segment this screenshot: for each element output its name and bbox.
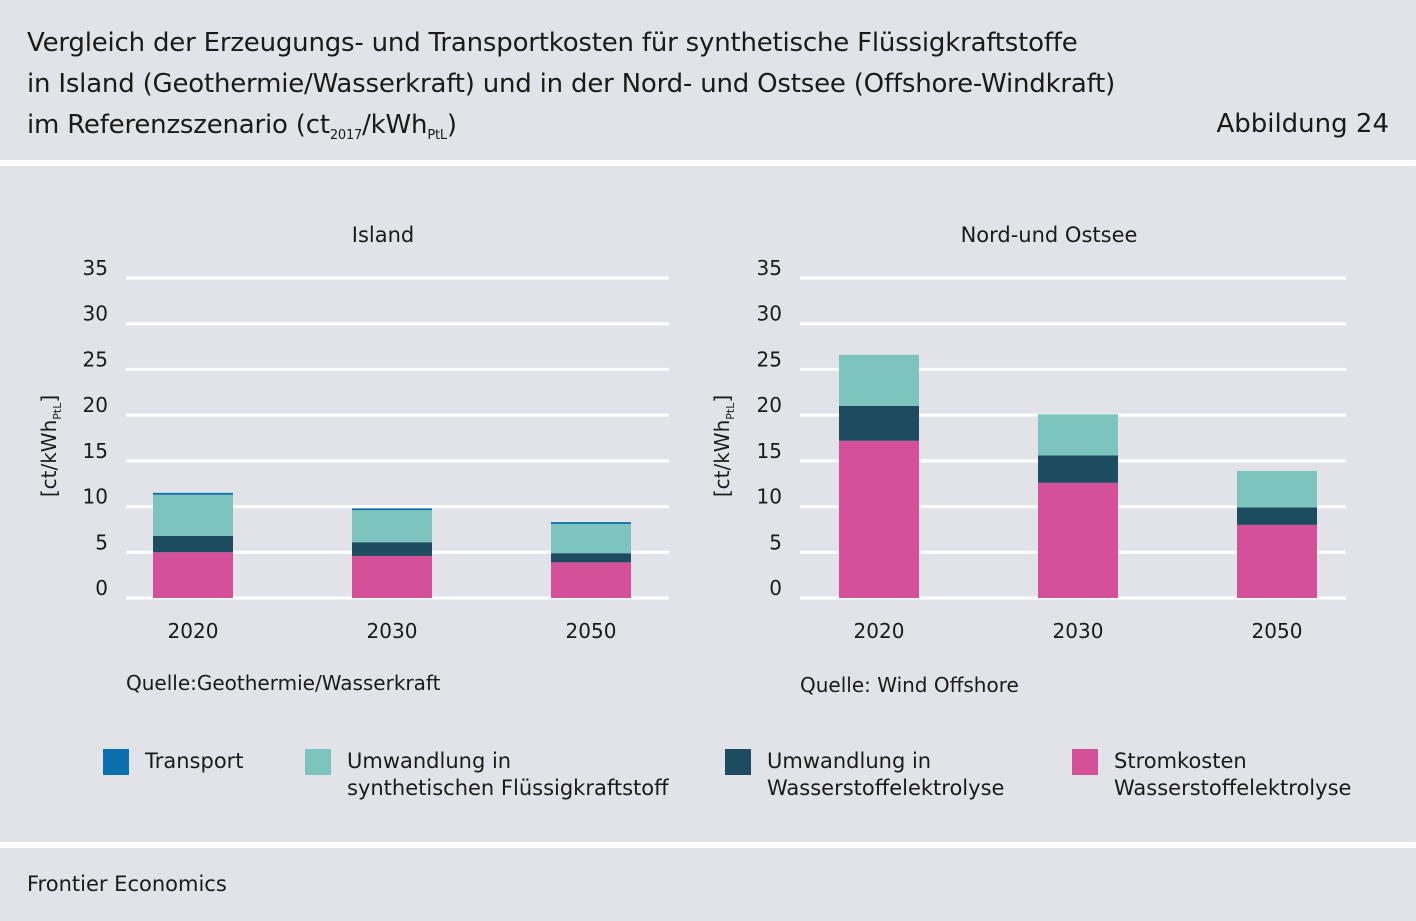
y-tick-label-island: 0	[95, 576, 108, 600]
bar-segment-nordsee-2030	[1038, 414, 1118, 456]
y-tick-label-nordsee: 20	[757, 393, 782, 417]
y-tick-label-nordsee: 5	[769, 530, 782, 554]
legend-swatch-electricity-cost	[1072, 749, 1098, 775]
legend-label-fuel-conversion-1: Umwandlung in	[347, 749, 512, 773]
x-tick-label-nordsee: 2030	[1053, 619, 1104, 643]
title-line-3-end: )	[446, 110, 457, 140]
y-axis-label-subscript: PtL	[51, 402, 64, 420]
y-axis-label-main: [ct/kWh	[37, 420, 61, 497]
figure-label: Abbildung 24	[1216, 109, 1389, 139]
legend-item-fuel-conversion: Umwandlung in synthetischen Flüssigkrafts…	[305, 748, 669, 802]
bar-segment-island-2050	[551, 523, 631, 554]
x-tick-label-island: 2030	[367, 619, 418, 643]
legend-label-transport: Transport	[145, 749, 244, 773]
x-tick-label-island: 2050	[566, 619, 617, 643]
legend-item-transport: Transport	[103, 748, 244, 775]
y-tick-label-island: 5	[95, 530, 108, 554]
y-tick-label-island: 35	[83, 256, 108, 280]
bar-segment-nordsee-2050	[1237, 524, 1317, 598]
title-line-2: in Island (Geothermie/Wasserkraft) und i…	[27, 69, 1116, 99]
footer-panel: Frontier Economics	[0, 848, 1416, 921]
x-tick-label-nordsee: 2020	[854, 619, 905, 643]
chart-panel: Island 0 5 10 15 20 25 30 35 [ct/kWhPtL] 2020 2030 2…	[0, 166, 1416, 842]
header-panel: Vergleich der Erzeugungs- und Transportk…	[0, 0, 1416, 160]
bar-segment-island-2050	[551, 522, 631, 524]
bar-segment-nordsee-2020	[839, 354, 919, 406]
bar-segment-island-2030	[352, 555, 432, 598]
legend-label-electrolysis-conversion-2: Wasserstoffelektrolyse	[767, 776, 1005, 800]
bar-segment-nordsee-2050	[1237, 470, 1317, 508]
bar-segment-island-2020	[153, 494, 233, 536]
legend-label-electricity-cost-1: Stromkosten	[1114, 749, 1247, 773]
y-tick-label-nordsee: 30	[757, 302, 782, 326]
y-axis-label-end: ]	[710, 395, 734, 403]
legend-label-fuel-conversion-2: synthetischen Flüssigkraftstoff	[347, 776, 669, 800]
y-axis-label-island: [ct/kWhPtL]	[37, 395, 64, 497]
title-line-3: im Referenzszenario (ct2017/kWhPtL)	[27, 110, 457, 143]
title-line-1: Vergleich der Erzeugungs- und Transportk…	[27, 28, 1078, 58]
bar-segment-nordsee-2020	[839, 440, 919, 598]
y-tick-label-island: 25	[83, 347, 108, 371]
x-tick-label-island: 2020	[168, 619, 219, 643]
chart-title-island: Island	[352, 223, 414, 247]
y-axis-label-end: ]	[37, 395, 61, 403]
legend-swatch-transport	[103, 749, 129, 775]
source-note-nordsee: Quelle: Wind Offshore	[800, 673, 1019, 697]
legend-label-electrolysis-conversion-1: Umwandlung in	[767, 749, 932, 773]
bar-segment-island-2020	[153, 492, 233, 495]
y-axis-label-subscript: PtL	[724, 402, 737, 420]
y-tick-label-nordsee: 10	[757, 485, 782, 509]
y-tick-label-island: 30	[83, 302, 108, 326]
y-tick-label-nordsee: 15	[757, 439, 782, 463]
title-ptl-subscript: PtL	[427, 128, 447, 143]
chart-title-nordsee: Nord-und Ostsee	[961, 223, 1138, 247]
y-tick-label-nordsee: 35	[757, 256, 782, 280]
title-line-3-main: im Referenzszenario (ct	[27, 110, 330, 140]
bar-segment-island-2030	[352, 542, 432, 556]
bar-segment-island-2050	[551, 553, 631, 563]
x-tick-label-nordsee: 2050	[1252, 619, 1303, 643]
bar-segment-nordsee-2050	[1237, 507, 1317, 525]
y-tick-label-island: 20	[83, 393, 108, 417]
bar-segment-island-2030	[352, 508, 432, 511]
y-tick-label-island: 10	[83, 485, 108, 509]
y-tick-label-island: 15	[83, 439, 108, 463]
title-line-3-unit: /kWh	[362, 110, 428, 140]
bar-segment-nordsee-2030	[1038, 482, 1118, 598]
legend-item-electrolysis-conversion: Umwandlung in Wasserstoffelektrolyse	[725, 748, 1004, 802]
bar-segment-island-2020	[153, 552, 233, 598]
source-note-island: Quelle:Geothermie/Wasserkraft	[126, 671, 441, 695]
legend-swatch-fuel-conversion	[305, 749, 331, 775]
bar-segment-nordsee-2020	[839, 406, 919, 441]
y-tick-label-nordsee: 25	[757, 347, 782, 371]
bar-segment-island-2050	[551, 562, 631, 598]
y-axis-label-nordsee: [ct/kWhPtL]	[710, 395, 737, 497]
title-year-subscript: 2017	[329, 128, 363, 143]
legend-item-electricity-cost: Stromkosten Wasserstoffelektrolyse	[1072, 748, 1351, 802]
legend-label-electricity-cost-2: Wasserstoffelektrolyse	[1114, 776, 1352, 800]
legend-swatch-electrolysis-conversion	[725, 749, 751, 775]
bar-segment-island-2030	[352, 510, 432, 543]
footer-source: Frontier Economics	[27, 872, 227, 896]
y-tick-label-nordsee: 0	[769, 576, 782, 600]
bar-segment-island-2020	[153, 535, 233, 553]
bar-segment-nordsee-2030	[1038, 455, 1118, 483]
y-axis-label-main: [ct/kWh	[710, 420, 734, 497]
